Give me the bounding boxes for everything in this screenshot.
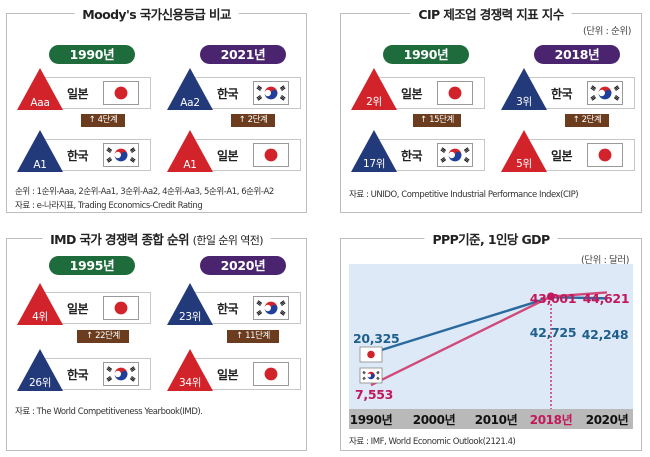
imd-right-top-row: 23위 한국 bbox=[167, 291, 301, 325]
moody-right-bottom-country: 일본 bbox=[217, 149, 239, 163]
imd-left-top-grade: 4위 bbox=[32, 311, 48, 323]
imd-right-bottom-grade: 34위 bbox=[178, 377, 202, 389]
japan-flag-icon bbox=[437, 81, 473, 105]
imd-right-bottom-country: 일본 bbox=[217, 368, 239, 382]
ppp-note-source: 자료 : IMF, World Economic Outlook(2121.4) bbox=[349, 437, 516, 447]
cip-right-step: ↑ 2단계 bbox=[565, 114, 609, 127]
ppp-unit: (단위 : 달러) bbox=[580, 255, 629, 266]
moody-right-top-row: Aa2 한국 bbox=[167, 76, 301, 110]
japan-flag-icon bbox=[253, 143, 289, 167]
imd-left-bottom-country: 한국 bbox=[67, 368, 89, 382]
korea-flag-icon bbox=[587, 81, 623, 105]
cip-panel: CIP 제조업 경쟁력 지표 지수 (단위 : 순위) 1990년 2018년 … bbox=[340, 4, 642, 213]
japan-flag-icon bbox=[587, 143, 623, 167]
cip-left-bottom-grade: 17위 bbox=[362, 158, 386, 170]
imd-title-sub: (한일 순위 역전) bbox=[192, 234, 264, 247]
japan-flag-icon bbox=[103, 81, 139, 105]
imd-left-bottom-row: 26위 한국 bbox=[17, 357, 151, 391]
moody-left-top-row: Aaa 일본 bbox=[17, 76, 151, 110]
cip-unit: (단위 : 순위) bbox=[582, 26, 631, 37]
moody-right-step: ↑ 2단계 bbox=[231, 114, 275, 127]
japan-flag-icon bbox=[361, 348, 381, 361]
moody-left-top-grade: Aaa bbox=[30, 97, 50, 109]
imd-panel: IMD 국가 경쟁력 종합 순위 (한일 순위 역전) 1995년 2020년 … bbox=[6, 229, 307, 451]
imd-left-step: ↑ 22단계 bbox=[77, 330, 129, 343]
imd-left-year: 1995년 bbox=[49, 256, 135, 275]
cip-left-step: ↑ 15단계 bbox=[413, 114, 461, 127]
cip-left-year: 1990년 bbox=[383, 45, 469, 64]
imd-right-top-country: 한국 bbox=[217, 302, 239, 316]
highlight-point bbox=[547, 292, 555, 301]
japan-flag-icon bbox=[253, 362, 289, 386]
cip-right-top-row: 3위 한국 bbox=[501, 76, 635, 110]
moody-right-year: 2021년 bbox=[200, 45, 286, 64]
label-japan-2020: 42,248 bbox=[582, 327, 628, 342]
imd-right-step: ↑ 11단계 bbox=[227, 330, 279, 343]
label-korea-2020: 44,621 bbox=[583, 291, 629, 306]
moody-left-step: ↑ 4단계 bbox=[81, 114, 125, 127]
label-japan-1990: 20,325 bbox=[353, 331, 399, 346]
cip-left-top-row: 2위 일본 bbox=[351, 76, 485, 110]
ppp-title: PPP기준, 1인당 GDP bbox=[424, 229, 558, 248]
cip-left-bottom-country: 한국 bbox=[401, 149, 423, 163]
imd-note-source: 자료 : The World Competitiveness Yearbook(… bbox=[15, 407, 203, 417]
moody-right-bottom-row: A1 일본 bbox=[167, 138, 301, 172]
moody-note-ranks: 순위 : 1순위-Aaa, 2순위-Aa1, 3순위-Aa2, 4순위-Aa3,… bbox=[15, 187, 274, 197]
imd-left-top-country: 일본 bbox=[67, 302, 89, 316]
cip-title: CIP 제조업 경쟁력 지표 지수 bbox=[410, 4, 572, 23]
x-tick-label: 2020년 bbox=[586, 413, 629, 427]
x-tick-label: 2010년 bbox=[475, 413, 518, 427]
ppp-line-chart: 20,325 7,553 43,001 42,725 44,621 42,248 1990년… bbox=[349, 291, 633, 429]
moody-left-bottom-grade: A1 bbox=[33, 159, 47, 171]
moody-right-top-country: 한국 bbox=[217, 87, 239, 101]
cip-left-bottom-row: 17위 한국 bbox=[351, 138, 485, 172]
label-japan-2018: 42,725 bbox=[530, 325, 576, 340]
x-tick-label: 2000년 bbox=[413, 413, 456, 427]
label-korea-1990: 7,553 bbox=[355, 387, 393, 402]
imd-title: IMD 국가 경쟁력 종합 순위 (한일 순위 역전) bbox=[42, 229, 271, 248]
imd-right-bottom-row: 34위 일본 bbox=[167, 357, 301, 391]
moody-left-bottom-row: A1 한국 bbox=[17, 138, 151, 172]
korea-flag-icon bbox=[253, 81, 289, 105]
cip-right-bottom-row: 5위 일본 bbox=[501, 138, 635, 172]
moody-left-top-country: 일본 bbox=[67, 87, 89, 101]
moody-left-bottom-country: 한국 bbox=[67, 149, 89, 163]
imd-title-main: IMD 국가 경쟁력 종합 순위 bbox=[50, 232, 189, 247]
cip-left-top-country: 일본 bbox=[401, 87, 423, 101]
x-tick-label: 1990년 bbox=[350, 413, 393, 427]
japan-flag-icon bbox=[103, 296, 139, 320]
cip-right-top-grade: 3위 bbox=[516, 96, 532, 108]
moody-right-top-grade: Aa2 bbox=[180, 97, 200, 109]
imd-left-top-row: 4위 일본 bbox=[17, 291, 151, 325]
imd-left-bottom-grade: 26위 bbox=[28, 377, 52, 389]
korea-flag-icon bbox=[103, 143, 139, 167]
korea-flag-icon bbox=[103, 362, 139, 386]
x-tick-label: 2018년 bbox=[530, 413, 573, 427]
korea-flag-icon bbox=[437, 143, 473, 167]
korea-flag-icon bbox=[361, 369, 381, 382]
label-korea-2018: 43,001 bbox=[530, 291, 576, 306]
cip-right-bottom-grade: 5위 bbox=[516, 158, 532, 170]
ppp-panel: PPP기준, 1인당 GDP (단위 : 달러) 20,325 7,553 43,0… bbox=[340, 229, 642, 451]
moody-right-bottom-grade: A1 bbox=[183, 159, 197, 171]
moody-title: Moody's 국가신용등급 비교 bbox=[74, 4, 239, 23]
moody-left-year: 1990년 bbox=[49, 45, 135, 64]
x-axis-band bbox=[349, 409, 633, 429]
imd-right-top-grade: 23위 bbox=[178, 311, 202, 323]
imd-right-year: 2020년 bbox=[200, 256, 286, 275]
cip-right-year: 2018년 bbox=[534, 45, 620, 64]
cip-note-source: 자료 : UNIDO, Competitive Industrial Perfo… bbox=[349, 190, 579, 200]
cip-right-bottom-country: 일본 bbox=[551, 149, 573, 163]
moody-note-source: 자료 : e-나라지표, Trading Economics-Credit Ra… bbox=[15, 201, 203, 211]
korea-flag-icon bbox=[253, 296, 289, 320]
cip-right-top-country: 한국 bbox=[551, 87, 573, 101]
cip-left-top-grade: 2위 bbox=[366, 96, 382, 108]
moody-panel: Moody's 국가신용등급 비교 1990년 2021년 Aaa 일본 ↑ 4… bbox=[6, 4, 307, 213]
